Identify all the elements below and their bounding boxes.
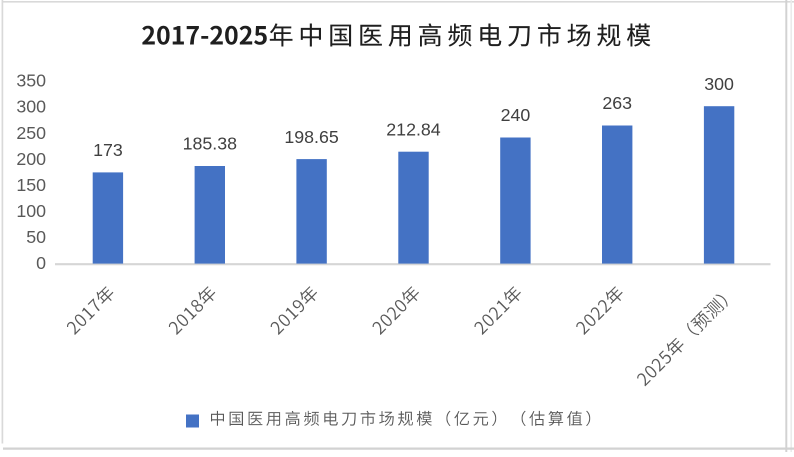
svg-text:300: 300 [704,74,734,94]
svg-text:350: 350 [16,71,46,91]
svg-text:263: 263 [602,93,632,113]
svg-text:185.38: 185.38 [183,134,237,154]
svg-text:173: 173 [93,140,123,160]
svg-text:198.65: 198.65 [284,127,338,147]
svg-text:0: 0 [36,253,46,273]
svg-text:212.84: 212.84 [386,119,440,139]
svg-text:50: 50 [26,227,46,247]
svg-text:150: 150 [16,175,46,195]
svg-text:200: 200 [16,149,46,169]
svg-text:100: 100 [16,201,46,221]
svg-text:300: 300 [16,97,46,117]
svg-text:250: 250 [16,123,46,143]
svg-text:240: 240 [501,105,531,125]
